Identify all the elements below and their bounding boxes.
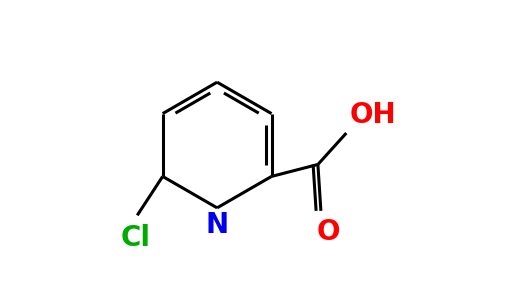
Text: O: O bbox=[316, 218, 340, 246]
Text: Cl: Cl bbox=[121, 224, 151, 252]
Text: OH: OH bbox=[349, 101, 396, 129]
Text: N: N bbox=[205, 211, 229, 239]
